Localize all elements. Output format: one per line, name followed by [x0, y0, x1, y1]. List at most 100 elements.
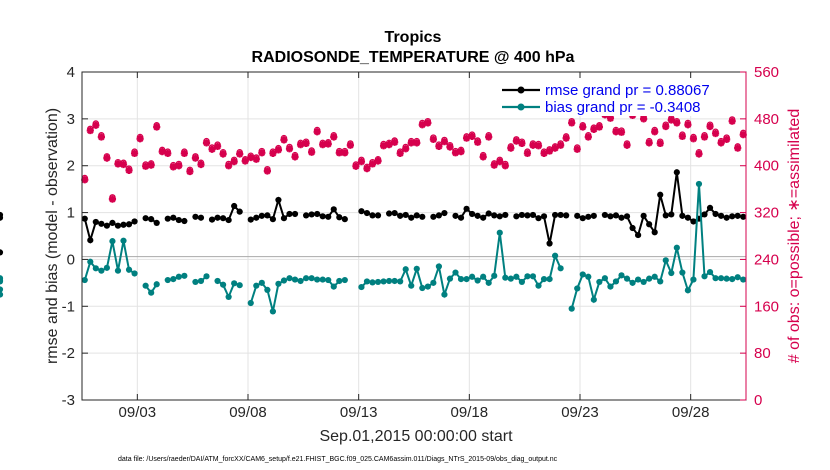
rmse-point — [103, 222, 110, 229]
rmse-point — [496, 213, 503, 220]
obs-assimilated-point — [723, 135, 731, 143]
rmse-point — [629, 224, 636, 232]
obs-assimilated-point — [512, 137, 520, 145]
obs-assimilated-point — [346, 141, 354, 149]
rmse-point — [286, 210, 293, 218]
obs-assimilated-point — [739, 131, 747, 139]
rmse-point — [518, 211, 526, 219]
rmse-point — [469, 210, 476, 218]
bias-point — [109, 238, 116, 245]
bias-point — [98, 267, 105, 274]
rmse-point — [723, 214, 730, 221]
chart-subtitle: RADIOSONDE_TEMPERATURE @ 400 hPa — [252, 49, 575, 66]
bias-point — [679, 269, 686, 276]
obs-assimilated-point — [125, 166, 133, 174]
bias-point — [552, 252, 559, 259]
obs-assimilated-point — [114, 160, 122, 168]
obs-assimilated-point — [496, 158, 504, 166]
bias-point — [446, 275, 454, 282]
obs-assimilated-point — [363, 165, 371, 173]
bias-point — [607, 283, 614, 290]
rmse-point — [419, 213, 426, 220]
rmse-point — [114, 222, 122, 229]
x-tick-label: 09/03 — [119, 404, 157, 421]
rmse-point — [208, 216, 216, 223]
bias-point — [386, 277, 393, 285]
y2-tick-label: 320 — [754, 205, 779, 222]
bias-point — [114, 267, 122, 274]
rmse-point — [734, 212, 741, 219]
bias-point — [457, 276, 465, 283]
obs-assimilated-point — [424, 119, 432, 127]
bias-point — [336, 277, 343, 285]
rmse-point — [363, 209, 371, 217]
rmse-point — [303, 212, 310, 219]
bias-point — [142, 282, 149, 289]
obs-assimilated-point — [291, 153, 299, 161]
obs-assimilated-point — [457, 148, 465, 156]
bias-point — [430, 279, 437, 286]
bias-point — [103, 264, 110, 271]
y-tick-label: 3 — [67, 111, 75, 128]
obs-assimilated-point — [258, 149, 266, 157]
rmse-point — [513, 213, 520, 220]
rmse-point — [175, 216, 182, 224]
bias-point — [469, 273, 476, 280]
obs-assimilated-point — [357, 158, 366, 166]
obs-assimilated-point — [252, 155, 260, 163]
rmse-point — [153, 219, 160, 226]
bias-point — [380, 278, 387, 285]
bias-point — [734, 274, 741, 281]
x-tick-label: 09/28 — [672, 404, 710, 421]
rmse-point — [673, 169, 680, 176]
legend-marker-rmse — [517, 86, 525, 94]
obs-assimilated-point — [662, 122, 670, 131]
rmse-point — [269, 216, 276, 223]
rmse-point — [325, 213, 332, 220]
x-tick-label: 09/13 — [340, 404, 378, 421]
obs-assimilated-point — [335, 149, 343, 157]
bias-series-line — [83, 240, 136, 281]
obs-assimilated-point — [274, 146, 283, 154]
obs-assimilated-point — [706, 122, 714, 131]
obs-assimilated-point — [341, 149, 349, 157]
bias-point — [92, 265, 99, 272]
obs-assimilated-point — [689, 135, 698, 143]
rmse-point — [668, 211, 675, 218]
obs-assimilated-point — [164, 149, 172, 158]
rmse-point — [684, 214, 692, 221]
rmse-point — [524, 212, 531, 219]
obs-assimilated-point — [86, 126, 94, 135]
bias-point — [684, 287, 692, 294]
obs-assimilated-point — [269, 149, 277, 158]
bias-point — [601, 275, 609, 282]
obs-assimilated-point — [175, 162, 183, 170]
obs-assimilated-point — [518, 139, 526, 148]
bias-point — [0, 291, 4, 298]
obs-assimilated-point — [595, 123, 603, 131]
x-tick-label: 09/23 — [561, 404, 599, 421]
rmse-point — [729, 213, 736, 220]
bias-point — [408, 282, 415, 289]
bias-point — [330, 283, 337, 290]
bias-point — [640, 278, 647, 286]
obs-assimilated-point — [319, 141, 327, 149]
obs-assimilated-point — [180, 149, 188, 158]
rmse-point — [590, 212, 597, 219]
bias-point — [590, 296, 597, 303]
bias-point — [402, 266, 409, 273]
obs-assimilated-point — [153, 123, 161, 131]
obs-assimilated-point — [579, 123, 587, 131]
rmse-point — [463, 205, 470, 212]
obs-assimilated-point — [695, 150, 703, 158]
bias-point — [452, 269, 459, 276]
bias-point — [275, 280, 282, 287]
rmse-point — [87, 237, 94, 244]
rmse-point — [197, 214, 205, 221]
bias-point — [192, 278, 199, 286]
rmse-point — [662, 212, 669, 219]
rmse-point — [579, 215, 586, 222]
bias-point — [612, 278, 620, 285]
rmse-point — [236, 208, 243, 215]
bias-point — [474, 277, 481, 284]
